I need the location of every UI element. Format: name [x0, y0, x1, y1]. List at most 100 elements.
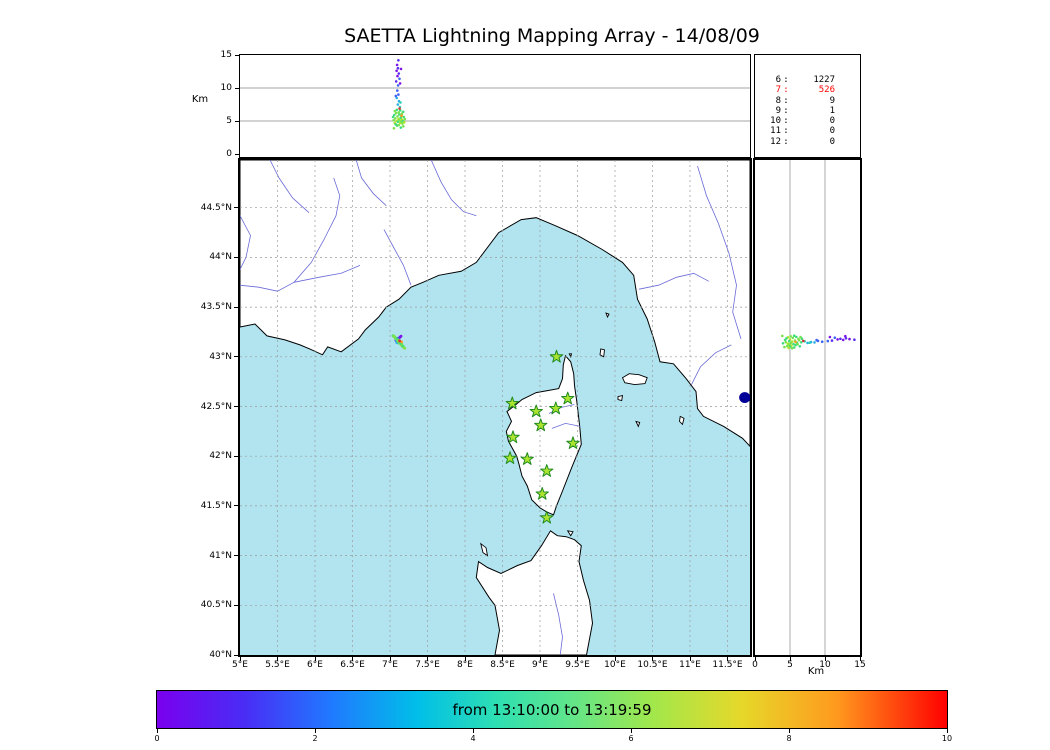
lightning-source-point: [848, 337, 851, 341]
island: [679, 415, 685, 426]
station-marker: [534, 418, 548, 432]
lightning-source-point: [815, 338, 818, 342]
lat-tick-label: 41°N: [209, 550, 232, 561]
lightning-source-point: [403, 117, 407, 121]
lightning-source-point: [395, 63, 399, 67]
altitude-longitude-plot: [240, 59, 750, 130]
lon-tick-label: 10°E: [604, 660, 626, 670]
lightning-source-point: [398, 107, 401, 110]
lightning-source-point: [396, 84, 400, 87]
lat-tick-label: 43.5°N: [200, 302, 232, 313]
station-count-row: 10: 0: [767, 116, 856, 126]
lightning-source-point: [790, 347, 794, 350]
river: [697, 165, 742, 340]
station-count-value: 0: [829, 126, 835, 137]
island: [621, 373, 648, 386]
lon-tick-label: 5°E: [232, 660, 248, 670]
lightning-source-point: [399, 126, 403, 129]
station-count-row: 6: 1227: [767, 75, 856, 85]
station-marker: [503, 451, 517, 464]
lightning-source-point: [783, 345, 786, 349]
lightning-source-point: [794, 343, 797, 347]
lightning-source-point: [398, 82, 402, 85]
lightning-source-point: [399, 116, 402, 119]
lightning-source-point: [395, 337, 399, 341]
lightning-source-point: [400, 112, 404, 115]
river: [293, 265, 361, 283]
lon-tick-label: 11.5°E: [712, 660, 743, 670]
lightning-source-point: [797, 339, 801, 342]
lightning-source-point: [794, 340, 797, 344]
altitude-longitude-panel: [239, 54, 751, 159]
lon-tick: [502, 657, 503, 661]
km-tick: [824, 657, 826, 661]
lightning-source-point: [795, 335, 798, 339]
island: [566, 530, 574, 537]
station-count-colon: :: [783, 116, 789, 127]
lightning-source-point: [403, 346, 407, 350]
lightning-source-point: [783, 338, 787, 342]
alt-tick-label: 0: [226, 149, 232, 159]
colorbar-tick: [788, 729, 790, 733]
lon-tick-label: 5.5°E: [265, 660, 290, 670]
lon-tick-label: 7.5°E: [415, 660, 440, 670]
km-tick: [789, 657, 791, 661]
alt-tick-label: 5: [226, 116, 232, 126]
lightning-source-point: [396, 115, 399, 118]
lat-tick-label: 43°N: [209, 351, 232, 362]
colorbar-tick: [630, 729, 632, 733]
station-count-panel: 6:1227 7:526 8:9 9:1 10:0 11:0 12:0: [754, 54, 861, 159]
station-count-row: 12: 0: [767, 137, 856, 147]
lightning-source-point: [391, 115, 395, 119]
station-marker: [540, 510, 554, 524]
river: [355, 160, 387, 206]
lightning-source-point: [395, 108, 399, 112]
lightning-source-point: [798, 345, 802, 348]
lightning-source-point: [826, 339, 830, 343]
km-tick: [754, 657, 756, 661]
lightning-source-point: [397, 72, 401, 75]
station-marker: [505, 396, 519, 410]
lightning-source-point: [395, 96, 398, 100]
lightning-source-point: [397, 111, 400, 114]
lightning-source-point: [399, 334, 403, 338]
lightning-source-point: [396, 66, 400, 70]
river: [383, 229, 412, 286]
lon-tick-label: 9°E: [532, 660, 548, 670]
station-count-label: 8: [775, 95, 781, 106]
landmass-corsica: [505, 354, 582, 516]
lightning-source-point: [808, 341, 811, 344]
colorbar-tick-label: 0: [154, 734, 160, 743]
lightning-source-point: [844, 337, 848, 340]
station-count-colon: :: [783, 75, 789, 85]
colorbar-tick-label: 2: [312, 734, 318, 743]
station-count-label: 9: [775, 105, 781, 116]
lon-tick: [314, 657, 316, 661]
lon-tick: [727, 657, 728, 661]
km-tick-label: 15: [854, 660, 866, 670]
lightning-source-point: [392, 334, 396, 338]
lon-tick-label: 7°E: [382, 660, 398, 670]
station-count-value: 1: [829, 105, 835, 116]
lon-tick: [539, 657, 541, 661]
lon-tick: [427, 657, 428, 661]
altitude-latitude-panel: [753, 158, 862, 657]
island: [635, 420, 641, 428]
river: [430, 160, 477, 217]
colorbar-tick-label: 4: [470, 734, 476, 743]
river: [691, 344, 732, 385]
lon-tick-label: 6°E: [307, 660, 323, 670]
river: [269, 160, 310, 213]
station-count-colon: :: [783, 105, 789, 116]
lon-tick: [277, 657, 278, 661]
lon-tick: [464, 657, 466, 661]
lightning-source-point: [839, 337, 842, 341]
lightning-source-point: [784, 340, 788, 344]
lon-tick: [239, 657, 241, 661]
lightning-source-point: [392, 113, 396, 117]
colorbar-tick: [314, 729, 316, 733]
lightning-source-point: [781, 334, 784, 338]
colorbar-tick: [156, 729, 158, 733]
lightning-source-point: [813, 341, 816, 344]
